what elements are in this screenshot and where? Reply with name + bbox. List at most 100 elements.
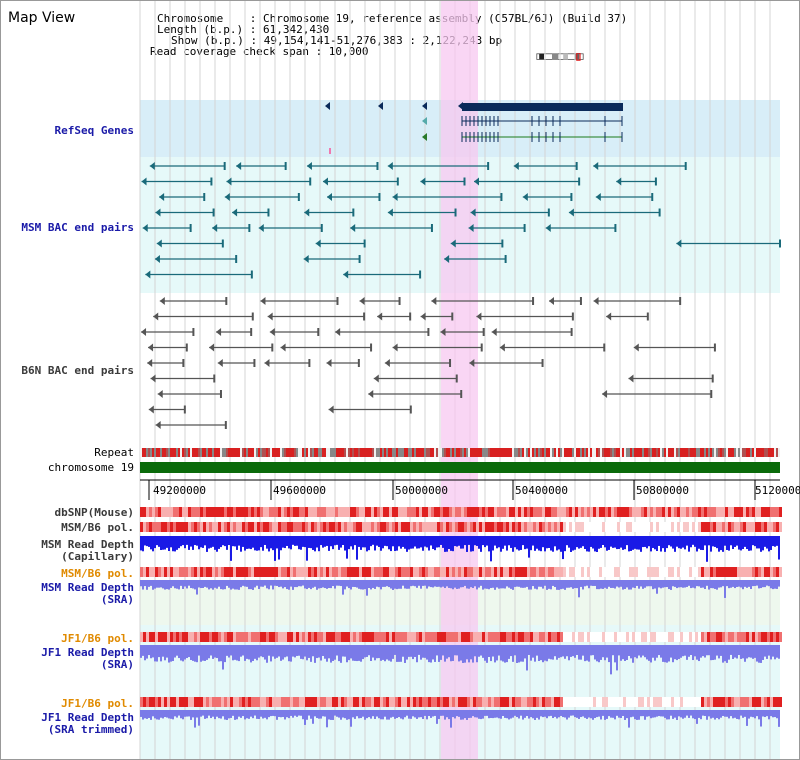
polymorphism-bin — [743, 632, 746, 642]
read-depth-bin — [488, 710, 490, 719]
read-depth-bin — [350, 645, 352, 659]
read-depth-bin — [314, 645, 316, 663]
read-depth-bin — [522, 710, 524, 720]
polymorphism-bin — [491, 507, 494, 517]
repeat-segment — [604, 448, 606, 457]
polymorphism-bin — [569, 522, 572, 532]
polymorphism-bin — [740, 522, 743, 532]
read-depth-bin — [432, 710, 434, 717]
read-depth-bin — [692, 536, 694, 545]
polymorphism-bin — [470, 522, 473, 532]
read-depth-bin — [320, 536, 322, 546]
read-depth-bin — [744, 536, 746, 547]
read-depth-bin — [372, 536, 374, 545]
read-depth-bin — [478, 580, 480, 588]
read-depth-bin — [492, 645, 494, 657]
msm-bac-label: MSM BAC end pairs — [21, 221, 134, 234]
read-depth-bin — [712, 580, 714, 589]
read-depth-bin — [480, 580, 482, 586]
read-depth-bin — [218, 580, 220, 587]
read-depth-bin — [492, 580, 494, 588]
read-depth-bin — [524, 645, 526, 659]
read-depth-bin — [450, 536, 452, 551]
read-depth-bin — [362, 710, 364, 717]
read-depth-bin — [654, 710, 656, 718]
read-depth-bin — [278, 645, 280, 657]
polymorphism-bin — [344, 697, 347, 707]
read-depth-bin — [378, 536, 380, 547]
polymorphism-bin — [194, 697, 197, 707]
b6n-bac-pair-end — [148, 405, 154, 414]
read-depth-bin — [526, 645, 528, 671]
read-depth-bin — [312, 536, 314, 550]
polymorphism-bin — [539, 697, 542, 707]
polymorphism-bin — [617, 697, 620, 707]
msm-bac-pair-end — [343, 270, 349, 279]
repeat-segment — [190, 448, 192, 457]
read-depth-bin — [716, 580, 718, 590]
read-depth-bin — [262, 536, 264, 551]
repeat-segment — [376, 448, 378, 457]
polymorphism-bin — [443, 507, 446, 517]
polymorphism-bin — [194, 632, 197, 642]
polymorphism-bin — [383, 632, 386, 642]
read-depth-bin — [434, 710, 436, 716]
msm-bac-pair-end — [226, 177, 232, 186]
repeat-segment — [184, 448, 186, 457]
read-depth-bin — [568, 536, 570, 548]
read-depth-bin — [630, 710, 632, 718]
read-depth-bin — [432, 580, 434, 588]
polymorphism-bin — [368, 522, 371, 532]
read-depth-bin — [398, 536, 400, 547]
read-depth-bin — [266, 536, 268, 549]
polymorphism-bin — [761, 522, 764, 532]
read-depth-bin — [436, 536, 438, 548]
b6n-bac-pair-end — [159, 297, 165, 305]
polymorphism-bin — [314, 567, 317, 577]
polymorphism-bin — [725, 697, 728, 707]
read-depth-bin — [590, 536, 592, 547]
polymorphism-bin — [737, 567, 740, 577]
polymorphism-bin — [752, 632, 755, 642]
read-depth-bin — [696, 580, 698, 587]
read-depth-bin — [680, 536, 682, 549]
polymorphism-bin — [323, 522, 326, 532]
polymorphism-bin — [239, 632, 242, 642]
read-depth-bin — [238, 710, 240, 717]
polymorphism-bin — [188, 567, 191, 577]
read-depth-bin — [732, 580, 734, 587]
read-depth-bin — [720, 645, 722, 656]
read-depth-bin — [404, 580, 406, 589]
read-depth-bin — [202, 645, 204, 661]
read-depth-bin — [284, 580, 286, 588]
read-depth-bin — [678, 536, 680, 549]
msm-bac-pair-end — [387, 208, 393, 217]
read-depth-bin — [588, 710, 590, 718]
polymorphism-bin — [155, 697, 158, 707]
polymorphism-bin — [257, 567, 260, 577]
read-depth-bin — [570, 710, 572, 716]
repeat-segment — [200, 448, 202, 457]
polymorphism-bin — [566, 632, 569, 642]
read-depth-bin — [186, 710, 188, 717]
read-depth-bin — [198, 580, 200, 588]
repeat-segment — [204, 448, 206, 457]
polymorphism-bin — [584, 507, 587, 517]
repeat-segment — [408, 448, 410, 457]
msm-bac-pair-end — [568, 208, 574, 217]
polymorphism-bin — [386, 522, 389, 532]
read-depth-bin — [570, 645, 572, 657]
read-depth-bin — [212, 645, 214, 659]
polymorphism-bin — [467, 522, 470, 532]
repeat-segment — [360, 448, 362, 457]
read-depth-bin — [222, 710, 224, 717]
read-depth-bin — [464, 580, 466, 586]
polymorphism-bin — [326, 522, 329, 532]
read-depth-bin — [584, 645, 586, 662]
read-depth-bin — [234, 536, 236, 547]
read-depth-bin — [768, 536, 770, 552]
read-depth-bin — [330, 710, 332, 720]
polymorphism-bin — [713, 632, 716, 642]
read-depth-bin — [482, 710, 484, 719]
